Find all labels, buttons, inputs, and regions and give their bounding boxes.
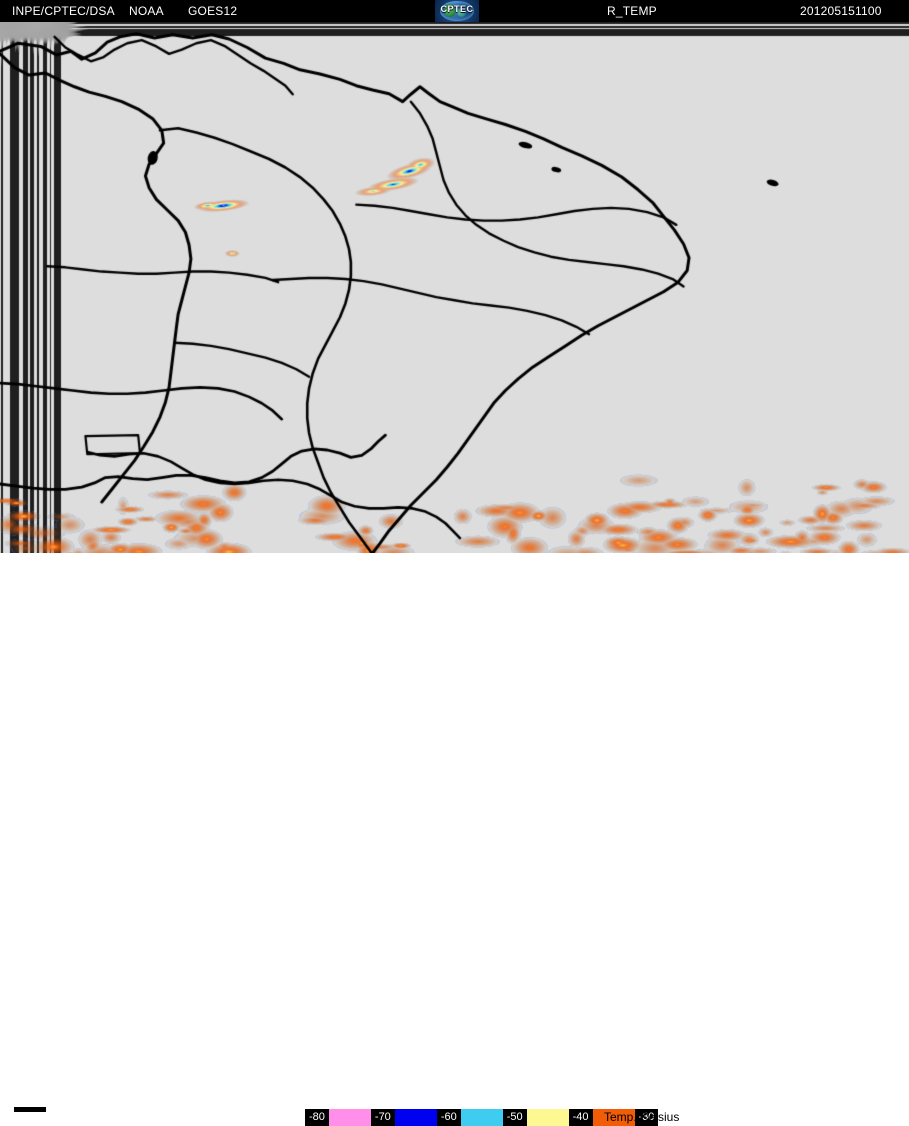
- globe-landmass-icon: [444, 4, 456, 17]
- colorbar-swatch-2: [460, 1109, 503, 1126]
- satellite-image-area: [0, 22, 909, 553]
- colorbar-tick-minus60: -60: [436, 1109, 461, 1126]
- colorbar-tick-minus80: -80: [305, 1109, 329, 1126]
- colorbar-unit-label: Temp. Celsius: [604, 1110, 680, 1124]
- infrared-cloud-image: [0, 22, 909, 553]
- cptec-logo-label: CPTEC: [440, 4, 474, 14]
- product-label: R_TEMP: [607, 4, 657, 18]
- satellite-label: GOES12: [188, 4, 238, 18]
- colorbar-swatch-1: [394, 1109, 437, 1126]
- timestamp-label: 201205151100: [800, 4, 882, 18]
- globe-landmass-secondary-icon: [457, 8, 466, 17]
- cptec-logo: CPTEC: [434, 0, 480, 22]
- header-bar: INPE/CPTEC/DSA NOAA GOES12 CPTEC R_TEMP …: [0, 0, 909, 22]
- institute-label: INPE/CPTEC/DSA: [12, 4, 115, 18]
- scale-tick-mark: [14, 1107, 46, 1112]
- colorbar-tick-minus40: -40: [568, 1109, 593, 1126]
- colorbar-tick-minus50: -50: [502, 1109, 527, 1126]
- agency-label: NOAA: [129, 4, 164, 18]
- legend-bar: -80 -70 -60 -50 -40 -30 Temp. Celsius: [0, 553, 909, 1126]
- colorbar-swatch-0: [328, 1109, 371, 1126]
- colorbar-swatch-3: [526, 1109, 569, 1126]
- colorbar-tick-minus70: -70: [370, 1109, 395, 1126]
